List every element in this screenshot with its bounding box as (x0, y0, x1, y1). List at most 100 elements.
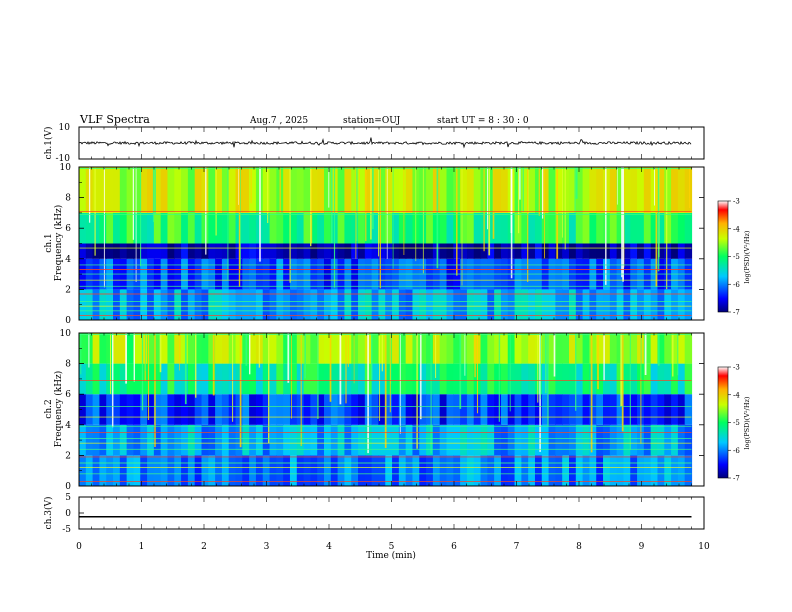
spectrogram-cell (153, 289, 162, 320)
spectrogram-cell (473, 167, 482, 213)
spectrogram-cell (160, 243, 169, 259)
spectrogram-cell (215, 455, 223, 486)
spectrogram-cell (92, 363, 101, 395)
spectrogram-cell (453, 289, 461, 320)
spectrogram-cell (147, 455, 155, 486)
spectrogram-cell (575, 424, 584, 456)
spectrogram-cell (650, 424, 659, 456)
spectrogram-cell (79, 333, 87, 364)
spectrogram-cell (92, 333, 101, 364)
spectrogram-cell (303, 212, 311, 244)
spectrogram-cell (500, 455, 509, 486)
spectrogram-cell (235, 424, 243, 456)
spectrogram-cell (684, 243, 693, 259)
spectrogram-cell (242, 363, 250, 395)
spectrogram-cell (167, 243, 175, 259)
spectrogram-cell (643, 167, 652, 213)
spectrogram-cell (106, 363, 114, 395)
spectrogram-cell (181, 243, 189, 259)
ch2-spectrogram-lines (79, 334, 692, 482)
spectrogram-cell (174, 363, 182, 395)
spectrogram-cell (235, 333, 243, 364)
spectrogram-cell (99, 243, 107, 259)
ch3-waveform-ylabel: ch.3(V) (43, 497, 54, 530)
spectrogram-cell (358, 333, 366, 364)
ch2-spectrogram-yticks: 0 2 4 6 8 10 (60, 329, 704, 492)
spectrogram-cell (392, 243, 400, 259)
spectrogram-cell (283, 333, 291, 364)
spectrogram-cell (392, 424, 400, 456)
spectrogram-cell (500, 167, 509, 213)
spectrogram-cell (385, 363, 393, 395)
ch1-colorbar-ticks: -3 -4 -5 -6 -7 (728, 198, 740, 317)
spectrogram-cell (269, 289, 277, 320)
spectrogram-cell (242, 455, 250, 486)
spectrogram-cell (426, 333, 434, 364)
spectrogram-cell (582, 424, 591, 456)
spectrogram-cell (405, 455, 414, 486)
x-tick-label: 0 (76, 542, 82, 552)
spectrogram-cell (412, 363, 420, 395)
ch2-colorbar-ticks: -3 -4 -5 -6 -7 (728, 364, 740, 483)
spectrogram-cell (85, 455, 94, 486)
spectrogram-cell (569, 455, 577, 486)
spectrogram-cell (500, 212, 509, 244)
spectrogram-cell (174, 289, 182, 320)
spectrogram-cell (276, 455, 284, 486)
spectrogram-cell (596, 289, 604, 320)
spectrogram-cell (677, 424, 686, 456)
spectrogram-cell (609, 243, 618, 259)
spectrogram-cell (616, 212, 625, 244)
spectrogram-cell (623, 363, 631, 395)
spectrogram-cell (432, 363, 441, 395)
spectrogram-cell (330, 394, 339, 425)
spectrogram-cell (562, 424, 570, 456)
spectrogram-cell (133, 167, 141, 213)
spectrogram-cell (637, 167, 645, 213)
spectrogram-cell (351, 363, 359, 395)
x-tick-label: 2 (201, 542, 207, 552)
spectrogram-cell (507, 394, 516, 425)
spectrogram-cell (541, 289, 550, 320)
spectrogram-cell (126, 424, 135, 456)
spectrogram-cell (113, 167, 121, 213)
spectrogram-cell (153, 243, 162, 259)
spectrogram-cell (160, 333, 169, 364)
spectrogram-cell (99, 212, 107, 244)
spectrogram-cell (201, 333, 209, 364)
spectrogram-cell (215, 363, 223, 395)
spectrogram-cell (283, 167, 291, 213)
spectrogram-cell (650, 289, 659, 320)
spectrogram-cell (494, 243, 502, 259)
spectrogram-cell (167, 333, 175, 364)
spectrogram-cell (106, 333, 114, 364)
spectrogram-cell (317, 424, 325, 456)
spectrogram-cell (289, 363, 298, 395)
spectrogram-cell (589, 212, 597, 244)
spectrogram-cell (201, 289, 209, 320)
spectrogram-cell (596, 424, 604, 456)
spectrogram-cell (324, 394, 332, 425)
spectrogram-cell (119, 243, 128, 259)
spectrogram-cell (528, 333, 536, 364)
spectrogram-cell (392, 455, 400, 486)
spectrogram-cell (419, 424, 427, 456)
spectrogram-cell (500, 424, 509, 456)
spectrogram-cell (174, 424, 182, 456)
spectrogram-cell (174, 243, 182, 259)
spectrogram-cell (85, 394, 94, 425)
colorbar-tick-label: -5 (733, 419, 740, 427)
spectrogram-cell (589, 289, 597, 320)
spectrogram-cell (677, 167, 686, 213)
spectrogram-cell (330, 289, 339, 320)
colorbar-tick-label: -7 (733, 309, 740, 317)
spectrogram-cell (351, 424, 359, 456)
spectrogram-cell (603, 394, 611, 425)
spectrogram-cell (412, 455, 420, 486)
spectrogram-cell (677, 333, 686, 364)
spectrogram-cell (643, 333, 652, 364)
spectrogram-cell (643, 212, 652, 244)
spectrogram-cell (671, 424, 679, 456)
spectrogram-cell (657, 167, 665, 213)
spectrogram-cell (330, 333, 339, 364)
